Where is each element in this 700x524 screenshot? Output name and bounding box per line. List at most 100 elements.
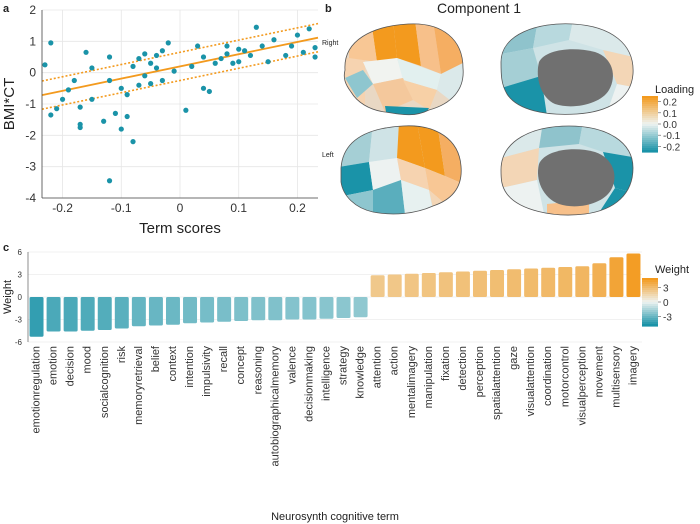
bar [336,297,351,318]
legend-tick-label: -0.1 [663,131,681,142]
scatter-point [283,52,289,59]
legend-gradient-step [642,128,658,131]
legend-gradient-step [642,324,658,327]
loading-legend-title: Loading [655,84,695,96]
category-label: valence [286,346,298,384]
bar [472,270,487,297]
legend-gradient-step [642,304,658,307]
category-label: socialcognition [99,346,111,418]
category-label: knowledge [355,346,367,399]
scatter-point [159,77,165,84]
legend-tick-label: 0.1 [663,109,677,120]
legend-gradient-step [642,322,658,325]
scatter-point [189,63,195,69]
legend-gradient-step [642,280,658,283]
category-label: imagery [627,346,639,386]
scatter-point [165,40,171,46]
category-label: autobiographicalmemory [269,346,281,467]
legend-gradient-step [642,130,658,133]
legend-gradient-step [642,120,658,123]
scatter-point [89,65,95,71]
x-tick-label: 0.1 [230,201,247,215]
legend-gradient-step [642,296,658,299]
category-label: motorcontrol [559,346,571,407]
y-tick-label: -4 [25,191,36,205]
bar [387,274,402,297]
scatter-point [48,40,54,46]
category-label: movement [593,346,605,397]
legend-tick-label: -0.2 [663,142,681,153]
bar [183,297,198,324]
scatter-point [148,60,154,66]
brain-left-medial [500,125,634,216]
scatter-point [136,55,142,62]
category-label: memoryretrieval [133,346,145,425]
bar [353,297,368,318]
scatter-point [206,88,212,95]
y-tick-label: -6 [15,338,23,347]
scatter-point [288,43,295,49]
scatter-point [171,68,177,74]
category-label: reasoning [252,346,264,394]
legend-gradient-step [642,114,658,117]
legend-gradient-step [642,134,658,137]
scatter-point [183,107,189,113]
scatter-point [77,104,83,110]
legend-gradient-step [642,108,658,111]
category-label: strategy [338,346,350,386]
legend-tick-label: 0.2 [663,98,677,109]
legend-gradient-step [642,318,658,321]
weight-legend-title: Weight [655,264,690,276]
bar [490,270,505,297]
bar [114,297,129,329]
y-tick-label: 0 [18,293,23,302]
bar [319,297,334,319]
legend-gradient-step [642,148,658,151]
legend-gradient-step [642,150,658,153]
panel-letter-a: a [3,3,10,15]
legend-gradient-step [642,278,658,281]
legend-gradient-step [642,136,658,139]
category-label: detection [457,346,469,391]
scatter-point [230,60,236,66]
weight-legend: 3 0 -3 [642,278,672,327]
legend-gradient-step [642,314,658,317]
scatter-point [42,62,48,68]
legend-gradient-step [642,106,658,109]
bar [29,297,44,337]
legend-gradient-step [642,146,658,149]
x-tick-label: 0 [177,201,184,215]
category-label: concept [235,346,247,385]
view-label-right: Right [322,40,339,47]
category-label: risk [116,346,128,364]
legend-gradient-step [642,140,658,143]
y-tick-label: 0 [29,66,36,80]
legend-gradient-step [642,104,658,107]
bar [558,267,573,297]
regression-line [41,36,319,96]
category-label: multisensory [610,346,622,408]
scatter-point [77,124,83,131]
legend-gradient-step [642,298,658,301]
category-label: perception [474,346,486,397]
scatter-point [236,59,242,65]
scatter-point [65,87,72,93]
scatter-point [130,139,136,145]
scatter-point [195,43,201,49]
bar [63,297,78,332]
legend-gradient-step [642,320,658,323]
legend-tick-label: 0.0 [663,120,677,131]
scatter-point [200,54,207,60]
bar [97,297,112,330]
scatter-point [312,54,318,60]
ci-upper-line [41,22,319,82]
scatter-point [54,106,60,112]
bar [626,253,641,297]
legend-gradient-step [642,294,658,297]
legend-gradient-step [642,142,658,145]
bar [285,297,300,320]
category-label: manipulation [423,346,435,408]
y-tick-label: -2 [25,128,36,142]
legend-gradient-step [642,122,658,125]
category-label: context [167,346,179,381]
